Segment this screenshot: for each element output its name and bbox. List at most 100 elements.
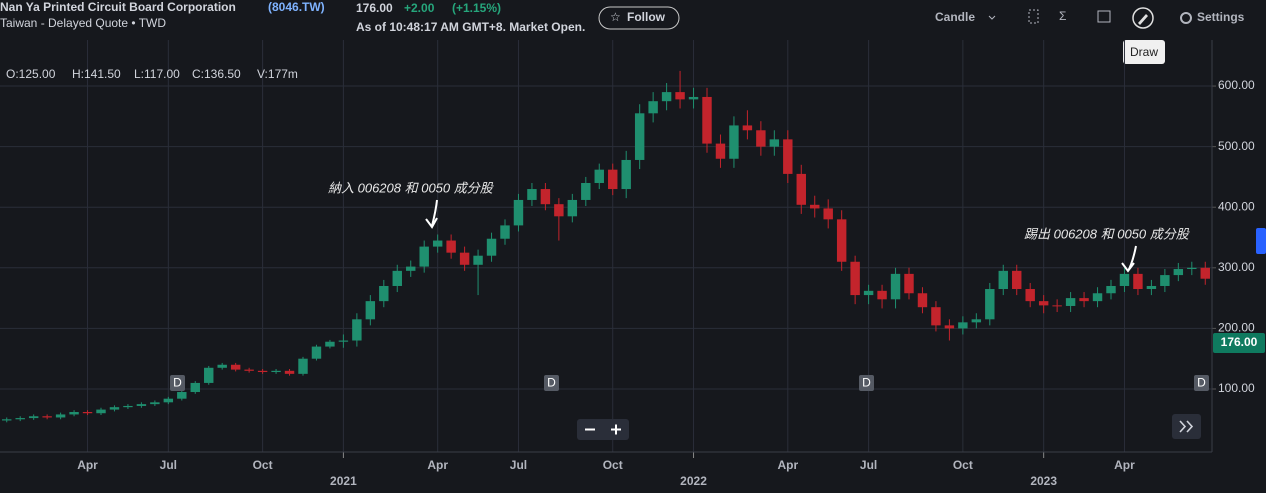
candle-body (581, 182, 591, 200)
candle-body (702, 96, 712, 144)
y-tick-label: 100.00 (1218, 381, 1255, 395)
candle-body (1052, 305, 1062, 307)
x-tick-label: Jul (510, 458, 527, 472)
change: +2.00 (404, 1, 435, 15)
tooltip-box (1123, 40, 1165, 64)
candle-body (715, 143, 726, 159)
candle-body (1079, 298, 1089, 302)
candle-body (661, 92, 672, 102)
candle-body (82, 412, 93, 414)
marker-label: D (1197, 376, 1206, 390)
candle-body (527, 189, 537, 200)
candle-body (69, 412, 79, 415)
x-tick-label: Apr (77, 458, 98, 472)
candle-body (230, 364, 241, 370)
candle-body (688, 96, 699, 100)
candle-body (298, 358, 308, 374)
title: Nan Ya Printed Circuit Board Corporation (0, 0, 236, 14)
candle-body (904, 273, 914, 294)
annotation: 納入 006208 和 0050 成分股 (328, 180, 495, 195)
candle-body (379, 285, 389, 302)
x-tick-label: Oct (603, 458, 623, 472)
date-icon[interactable] (1097, 10, 1111, 23)
candle-body (217, 364, 227, 368)
candle-body (28, 416, 39, 419)
candle-body (1106, 285, 1116, 294)
candle-body (177, 392, 187, 399)
candle-body (931, 307, 941, 326)
candle-body (257, 370, 268, 373)
ohlc-high: H:141.50 (72, 67, 121, 81)
candle-body (163, 398, 174, 403)
x-tick-label: Apr (1114, 458, 1135, 472)
candle-body (271, 370, 281, 373)
last-price-label: 176.00 (1221, 335, 1258, 349)
candle-body (15, 418, 25, 420)
dividend-marker[interactable]: D (1194, 375, 1209, 391)
zoom-controls (577, 419, 629, 440)
x-tick-label: 2021 (330, 474, 357, 488)
candle-body (769, 139, 780, 147)
marker-box (859, 375, 874, 391)
marker-label: D (862, 376, 871, 390)
candle-body (567, 199, 578, 217)
dividend-marker[interactable]: D (544, 375, 559, 391)
marker-box (1194, 375, 1209, 391)
candle-body (486, 238, 497, 256)
marker-label: D (547, 376, 556, 390)
candle-body (150, 402, 160, 405)
ticker: (8046.TW) (268, 0, 325, 14)
follow-button[interactable]: ☆ Follow (598, 6, 680, 30)
draw-icon[interactable] (1132, 7, 1154, 29)
candle-body (406, 266, 416, 271)
candle-body (42, 416, 52, 418)
candle-body (325, 341, 335, 347)
marker-box (170, 375, 185, 391)
candle-body (513, 199, 524, 226)
candle-body (1025, 289, 1035, 302)
candle-body (352, 319, 362, 341)
candle-body (1092, 293, 1103, 302)
ohlc-open: O:125.00 (6, 67, 56, 81)
candle-body (608, 169, 618, 190)
candle-body (796, 173, 806, 205)
candle-body (648, 101, 658, 114)
candle-body (2, 419, 12, 421)
ohlc-volume: V:177m (257, 67, 298, 81)
candle-body (1173, 269, 1184, 276)
settings[interactable]: Settings (1197, 10, 1245, 24)
dividend-marker[interactable]: D (859, 375, 874, 391)
candle-body (850, 261, 860, 296)
chart-type[interactable]: Candle (935, 10, 975, 24)
candle-body (1012, 270, 1022, 290)
indicator-icon[interactable]: Σ (1059, 9, 1066, 23)
candle-body (473, 255, 483, 265)
side-tab[interactable] (1256, 228, 1266, 254)
last-price-tag (1213, 332, 1265, 353)
candle-body (985, 289, 995, 320)
candle-body (1038, 301, 1049, 306)
annotation: 踢出 006208 和 0050 成分股 (1024, 226, 1191, 241)
zoom-in[interactable] (611, 424, 621, 435)
dividend-marker[interactable]: D (170, 375, 185, 391)
candle-body (123, 405, 133, 408)
x-tick-label: Oct (253, 458, 273, 472)
candle-body (729, 125, 739, 159)
candle-body (756, 130, 766, 147)
candle-body (365, 301, 376, 320)
candle-body (810, 204, 820, 209)
candle-body (96, 409, 106, 414)
annotation-arrow (1121, 245, 1137, 273)
ohlc-close: C:136.50 (192, 67, 241, 81)
candle-body (836, 219, 847, 262)
x-tick-label: Apr (427, 458, 448, 472)
candle-body (971, 319, 982, 323)
candle-body (917, 293, 928, 308)
x-tick-label: Apr (777, 458, 798, 472)
scroll-right[interactable] (1172, 414, 1201, 439)
compare-icon[interactable] (1028, 9, 1039, 24)
candle-body (823, 208, 833, 220)
candle-body (634, 113, 645, 160)
candle-body (863, 290, 874, 296)
